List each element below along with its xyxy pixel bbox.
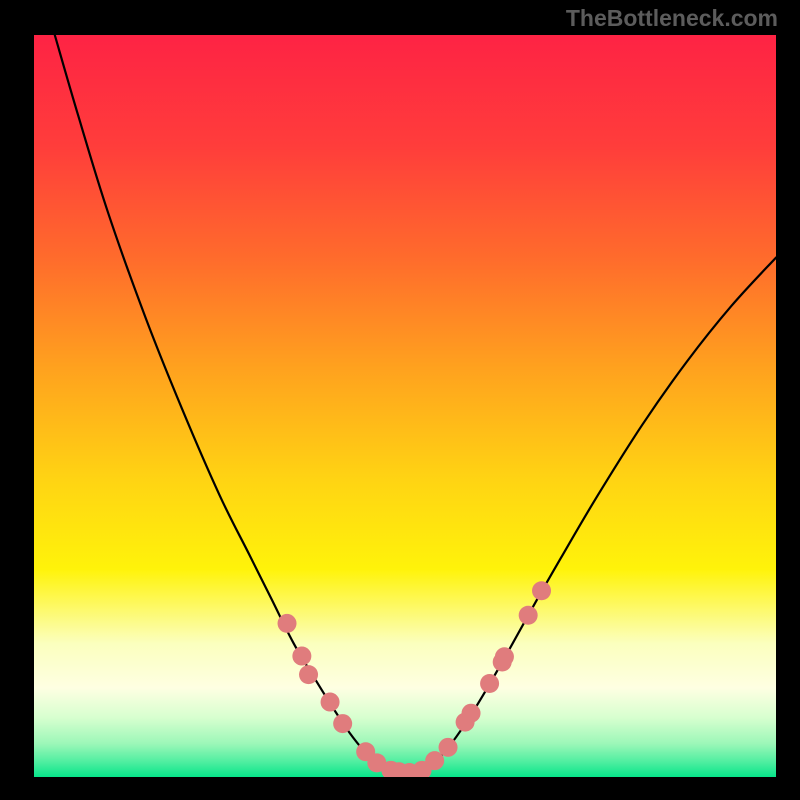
curve-marker: [321, 693, 340, 712]
curve-marker: [519, 606, 538, 625]
curve-marker: [495, 647, 514, 666]
plot-gradient-background: [34, 35, 776, 777]
curve-marker: [299, 665, 318, 684]
curve-marker: [532, 581, 551, 600]
curve-marker: [333, 714, 352, 733]
chart-stage: TheBottleneck.com: [0, 0, 800, 800]
curve-marker: [439, 738, 458, 757]
curve-marker: [480, 674, 499, 693]
curve-marker: [292, 647, 311, 666]
v-curve-chart: [0, 0, 800, 800]
watermark-text: TheBottleneck.com: [566, 5, 778, 32]
curve-marker: [462, 704, 481, 723]
curve-marker: [278, 614, 297, 633]
